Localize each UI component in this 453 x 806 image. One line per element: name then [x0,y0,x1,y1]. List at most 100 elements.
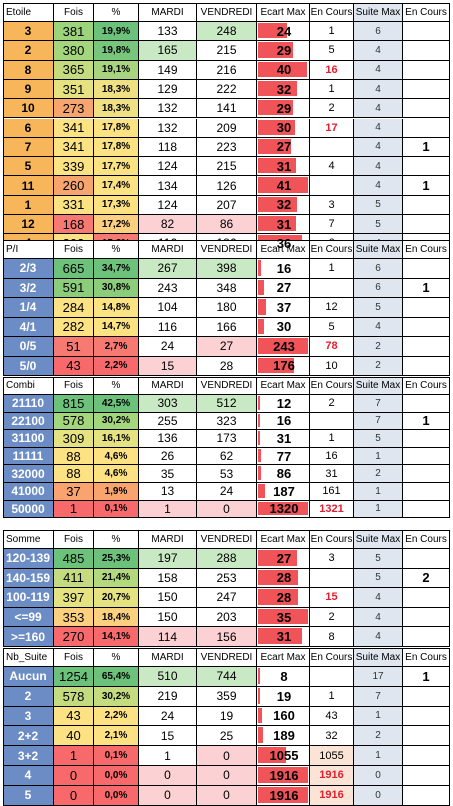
row-label: 3+2 [3,746,54,766]
en-cours-2-value [403,607,450,628]
ecart-bar [258,158,296,174]
pct-value: 14,1% [94,627,139,647]
en-cours-2-value [403,430,450,448]
header-vendredi: VENDREDI [197,530,257,549]
ecart-max-cell: 27 [257,137,310,158]
suite-max-value: 5 [354,568,403,589]
row-label: 3/2 [3,278,54,298]
suite-max-value: 2 [354,356,403,376]
table-row: 2+2 40 2,1% 15 25 189 32 2 [3,726,450,747]
suite-max-value: 2 [354,465,403,483]
en-cours-value: 31 [310,465,354,483]
row-label: 31100 [3,430,54,448]
fois-value: 0 [54,766,94,786]
table-pi: P/I Fois% MARDI VENDREDI Ecart Max En Cours Su… [3,240,450,376]
mardi-value: 158 [139,568,197,589]
mardi-value: 24 [139,337,197,357]
table-row: 0/5 51 2,7% 24 27 243 78 2 [3,337,450,357]
pct-value: 14,7% [94,317,139,337]
en-cours-2-value [403,500,450,519]
pct-value: 17,8% [94,118,139,138]
table-row: 21110 815 42,5% 303 512 12 2 7 [3,395,450,413]
vendredi-value: 222 [197,79,257,100]
ecart-max-value: 31 [276,216,292,232]
ecart-bar [258,318,265,334]
row-label: 5 [3,157,54,177]
row-label: 11111 [3,447,54,466]
mardi-value: 13 [139,483,197,501]
row-label: 140-159 [3,568,54,589]
header-vendredi: VENDREDI [197,240,257,259]
mardi-value: 15 [139,356,197,376]
fois-value: 578 [54,686,94,707]
pct-value: 20,7% [94,588,139,608]
ecart-max-cell: 1916 [257,785,310,806]
header-suite-max: Suite Max [354,3,403,22]
table-row: 10 273 18,3% 132 141 29 2 4 [3,99,450,119]
mardi-value: 15 [139,726,197,747]
suite-max-value: 5 [354,430,403,448]
ecart-max-cell: 160 [257,706,310,727]
vendredi-value: 215 [197,157,257,177]
ecart-max-value: 28 [276,570,292,586]
ecart-bar [258,707,263,724]
vendredi-value: 203 [197,607,257,628]
table-row: 22100 578 30,2% 255 323 16 7 1 [3,412,450,431]
header-mardi: MARDI [139,530,197,549]
pct-value: 34,7% [94,259,139,279]
row-label: 3 [3,706,54,727]
header-pct: % [94,3,139,22]
en-cours-2-value [403,686,450,707]
mardi-value: 118 [139,137,197,158]
mardi-value: 114 [139,627,197,647]
vendredi-value: 126 [197,176,257,196]
table-row: 4/1 282 14,7% 116 166 30 5 4 [3,317,450,337]
ecart-max-cell: 24 [257,22,310,42]
ecart-bar [258,138,291,155]
en-cours-2-value [403,99,450,119]
mardi-value: 255 [139,412,197,431]
en-cours-value: 12 [310,298,354,318]
en-cours-value: 5 [310,41,354,61]
table-nbsuite: Nb_Suite Fois% MARDI VENDREDI Ecart Max En Co… [3,648,450,806]
ecart-max-value: 1916 [269,767,299,783]
pct-value: 18,3% [94,79,139,100]
row-label: 8 [3,60,54,80]
header-en-cours-2: En Cours [403,377,450,395]
suite-max-value: 5 [354,195,403,215]
ecart-max-value: 1055 [269,748,299,764]
header-mardi: MARDI [139,240,197,259]
ecart-max-cell: 31 [257,627,310,647]
header-en-cours: En Cours [310,240,354,259]
suite-max-value: 4 [354,79,403,100]
ecart-max-value: 27 [276,139,292,155]
header-ecart-max: Ecart Max [257,648,310,667]
table-row: 5 339 17,7% 124 215 31 4 4 [3,157,450,177]
ecart-max-value: 243 [273,338,295,354]
en-cours-2-value [403,317,450,337]
header-fois: Fois [54,240,94,259]
header-fois: Fois [54,3,94,22]
suite-max-value: 6 [354,22,403,42]
fois-value: 351 [54,79,94,100]
vendredi-value: 53 [197,465,257,483]
ecart-max-cell: 28 [257,588,310,608]
en-cours-value: 7 [310,215,354,235]
ecart-max-value: 31 [276,629,292,645]
table-row: 41000 37 1,9% 13 24 187 161 1 [3,483,450,501]
suite-max-value: 7 [354,412,403,431]
table-combi: Combi Fois% MARDI VENDREDI Ecart Max En Cours… [3,377,450,519]
en-cours-2-value [403,785,450,806]
pct-value: 2,2% [94,706,139,727]
row-label: 4 [3,766,54,786]
en-cours-value: 16 [310,447,354,466]
ecart-max-cell: 176 [257,356,310,376]
header-fois: Fois [54,377,94,395]
pct-value: 18,3% [94,99,139,119]
header-label: P/I [3,240,54,259]
ecart-max-cell: 16 [257,259,310,279]
table-row: 5 0 0,0% 0 0 1916 1916 0 [3,785,450,806]
table-row: 5/0 43 2,2% 15 28 176 10 2 [3,356,450,376]
mardi-value: 1 [139,746,197,766]
mardi-value: 165 [139,41,197,61]
